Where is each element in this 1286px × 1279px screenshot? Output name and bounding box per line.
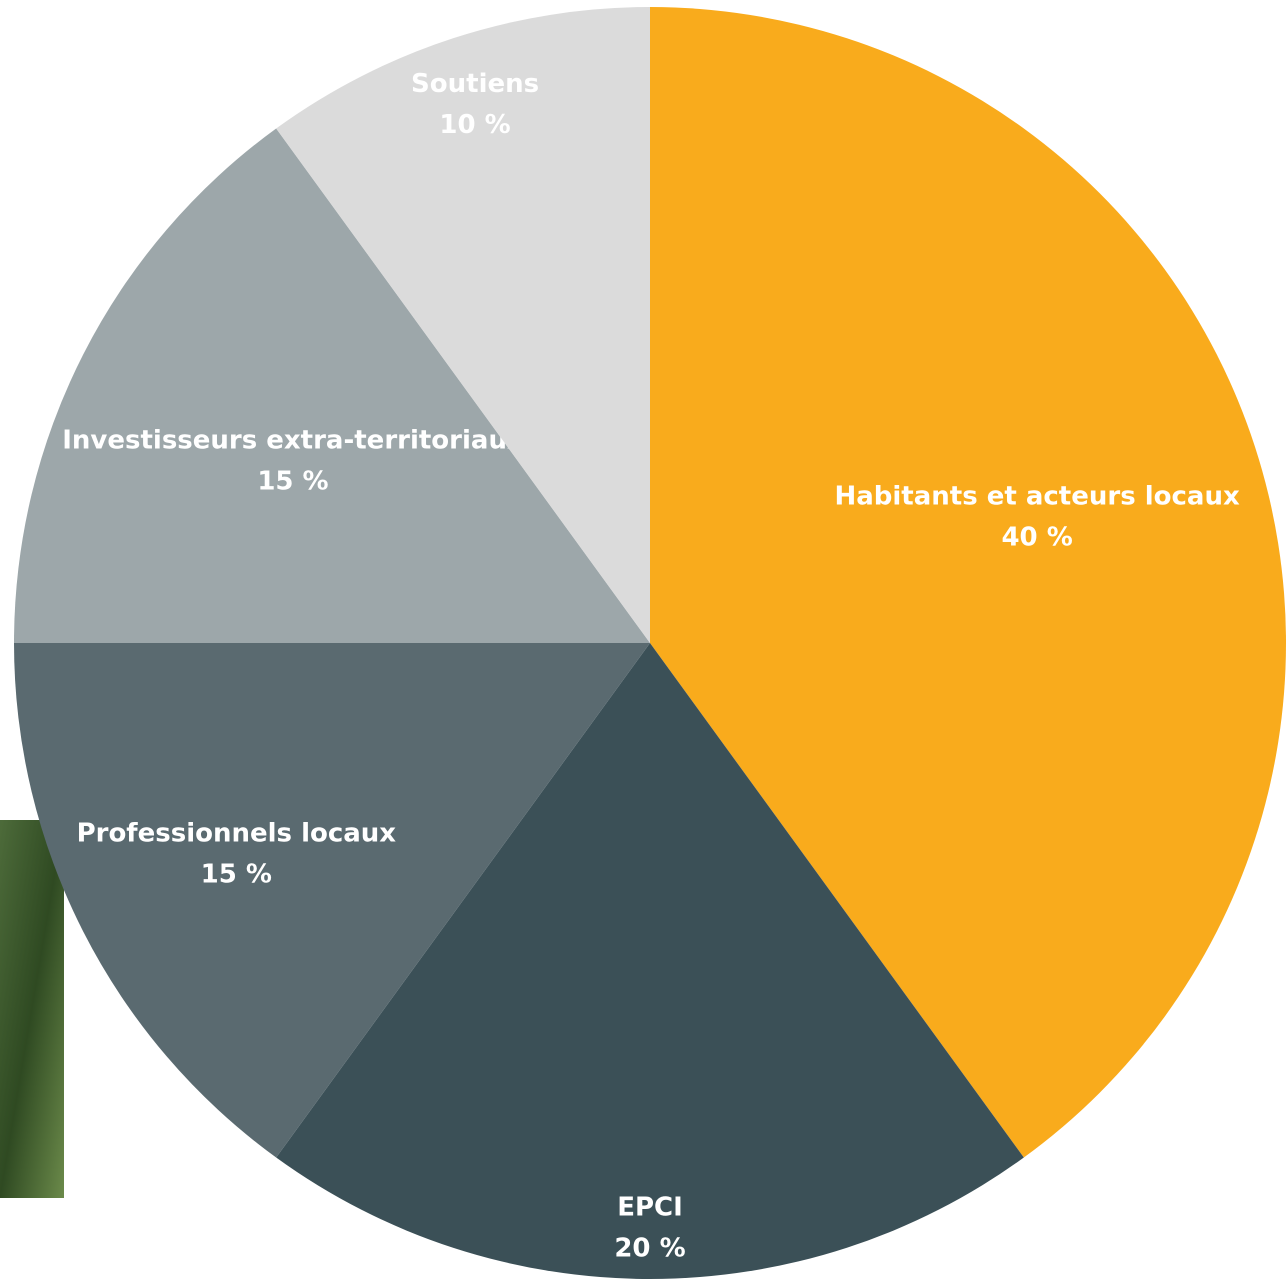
pie-slice [14, 128, 650, 643]
slice-label: EPCI [617, 1193, 683, 1223]
slice-value-label: 20 % [614, 1234, 685, 1264]
pie-slice [650, 7, 1286, 1158]
slice-value-label: 15 % [201, 859, 272, 889]
slice-label: Professionnels locaux [77, 818, 397, 848]
slice-label: Habitants et acteurs locaux [834, 482, 1240, 512]
photo [0, 820, 64, 1198]
slice-value-label: 15 % [257, 467, 328, 497]
slice-label: Soutiens [411, 69, 539, 99]
pie-slice [14, 643, 650, 1158]
slice-value-label: 10 % [439, 110, 510, 140]
slice-value-label: 40 % [1001, 523, 1072, 553]
pie-slice [276, 7, 650, 643]
slice-label: Investisseurs extra-territoriaux [62, 426, 524, 456]
pie-slice [276, 643, 1024, 1279]
